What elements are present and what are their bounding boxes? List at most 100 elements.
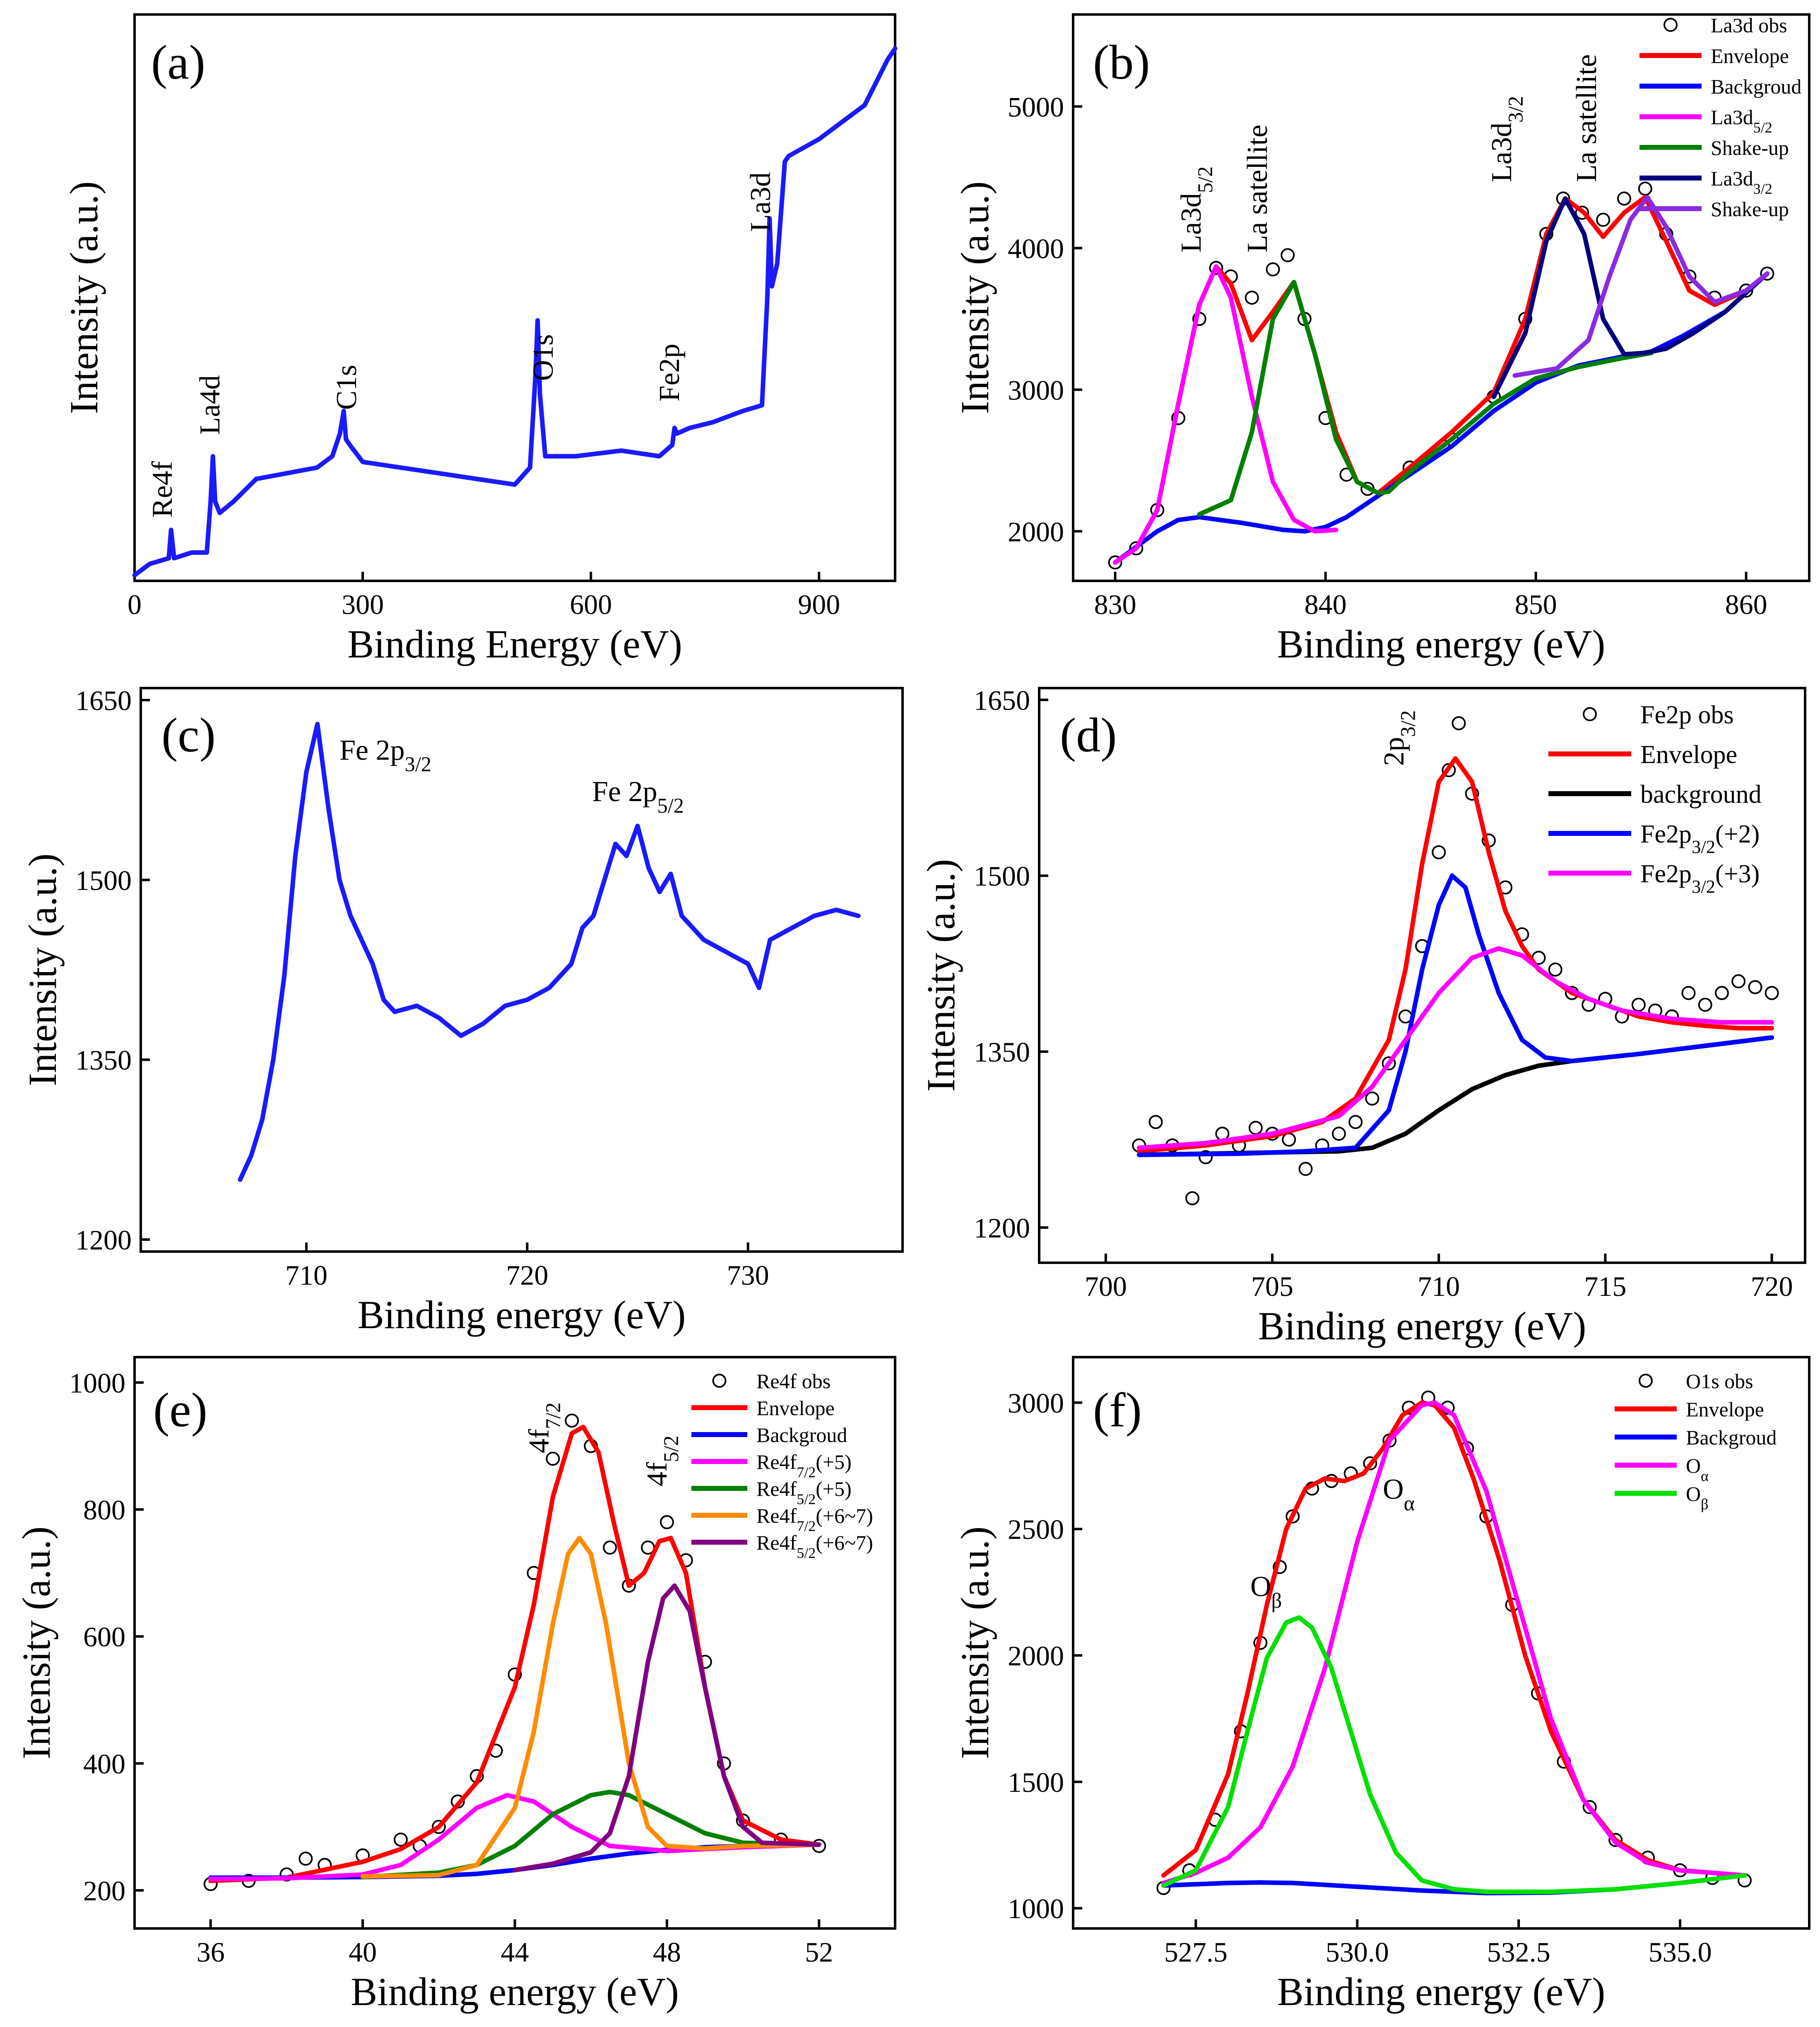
peak-annotation: Fe2p — [654, 344, 686, 402]
data-point — [1452, 716, 1466, 730]
plot-frame — [1038, 687, 1806, 1264]
panel-d: 700 705 710 715 720 1200 1350 1500 1650 Binding e… — [919, 684, 1806, 1348]
series-line — [1136, 756, 1774, 1154]
y-tick-label: 2000 — [1008, 516, 1064, 547]
x-axis-label: Binding energy (eV) — [358, 1293, 686, 1337]
y-tick-label: 5000 — [1008, 91, 1064, 123]
plot-frame — [133, 13, 896, 582]
x-tick-label: 300 — [342, 589, 384, 620]
x-tick-label: 720 — [1751, 1271, 1793, 1302]
y-axis-label: Intensity (a.u.) — [62, 181, 106, 414]
legend: Re4f obsEnvelopeBackgroudRe4f7/2(+5)Re4f… — [691, 1370, 873, 1561]
y-tick-label: 1200 — [974, 1212, 1030, 1244]
x-tick-label: 44 — [501, 1936, 529, 1968]
data-point — [1245, 291, 1259, 305]
legend-label: Re4f7/2(+6~7) — [756, 1504, 873, 1534]
panel-tag: (d) — [1060, 708, 1117, 762]
series-line — [1136, 873, 1774, 1157]
x-tick-label: 52 — [805, 1936, 833, 1968]
y-tick-label: 1350 — [974, 1036, 1030, 1068]
x-axis-label: Binding energy (eV) — [1258, 1304, 1586, 1348]
data-point — [1298, 1162, 1313, 1176]
y-tick-label: 200 — [83, 1875, 125, 1907]
data-point — [1714, 986, 1729, 1000]
y-axis-label: Intensity (a.u.) — [953, 1526, 997, 1760]
panel-e: 36 40 44 48 52 200 400 600 800 1000 Binding energy… — [14, 1356, 896, 2014]
data-point — [660, 1515, 674, 1529]
plot-frame — [1072, 13, 1810, 582]
data-point — [1548, 962, 1562, 977]
data-point — [1286, 1509, 1300, 1524]
panel-c: 710 720 730 1200 1350 1500 1650 Binding energy … — [20, 685, 904, 1337]
y-tick-label: 1650 — [75, 685, 132, 716]
legend-swatch — [712, 1374, 727, 1388]
legend-label: La3d obs — [1711, 14, 1787, 37]
legend-label: Re4f obs — [756, 1370, 831, 1393]
data-point — [1698, 997, 1712, 1012]
x-tick-label: 40 — [349, 1936, 377, 1968]
data-point — [1331, 1127, 1346, 1141]
series-line — [238, 722, 861, 1182]
data-point — [1148, 1115, 1163, 1129]
data-point — [1432, 845, 1446, 859]
legend-label: Backgroud — [1711, 75, 1801, 98]
data-point — [546, 1452, 560, 1466]
legend-swatch — [1583, 707, 1597, 721]
data-point — [1382, 1056, 1396, 1071]
series-line — [1491, 196, 1769, 399]
panel-tag: (c) — [161, 708, 216, 762]
y-tick-label: 2500 — [1008, 1514, 1064, 1545]
series-line — [1161, 1400, 1747, 1878]
peak-annotation: Re4f — [147, 461, 178, 518]
y-tick-label: 1000 — [1008, 1893, 1064, 1924]
series-line — [1197, 279, 1654, 517]
panel-tag: (e) — [153, 1383, 207, 1437]
legend: Fe2p obs Envelope background Fe2p3/2(+2)Fe2… — [1548, 701, 1762, 897]
y-tick-label: 1500 — [974, 860, 1030, 892]
peak-annotation: Fe 2p3/2 — [339, 734, 431, 776]
panel-tag: (b) — [1093, 35, 1150, 89]
panel-f: 527.5 530.0 532.5 535.0 1000 1500 2000 2500 3000… — [953, 1356, 1810, 2014]
data-point — [393, 1832, 408, 1847]
x-tick-label: 710 — [1418, 1271, 1460, 1302]
legend-label: Shake-up — [1711, 136, 1789, 159]
x-tick-label: 730 — [727, 1259, 769, 1291]
legend-label: Envelope — [1711, 44, 1789, 67]
y-tick-label: 1350 — [75, 1045, 132, 1076]
legend-swatch — [1639, 1374, 1653, 1388]
peak-annotation: La satellite — [1571, 54, 1603, 182]
series-line — [208, 1425, 821, 1883]
legend-label: background — [1640, 780, 1762, 809]
peak-annotation: 2p3/2 — [1378, 710, 1420, 766]
data-point — [1596, 212, 1611, 227]
y-tick-label: 4000 — [1008, 233, 1064, 264]
series-line — [1161, 1615, 1747, 1894]
y-axis-label: Intensity (a.u.) — [20, 853, 65, 1086]
legend: La3d obsEnvelopeBackgroudLa3d5/2Shake-up… — [1639, 14, 1801, 221]
data-point — [431, 1820, 446, 1834]
x-tick-label: 705 — [1251, 1271, 1293, 1302]
x-tick-label: 535.0 — [1649, 1936, 1712, 1968]
data-point — [1681, 986, 1696, 1000]
legend-label: Envelope — [1686, 1398, 1764, 1421]
panel-a: 0 300 600 900 Binding Energy (eV) Intensity (… — [62, 13, 898, 666]
y-tick-label: 1200 — [75, 1224, 132, 1256]
peak-annotation: La3d — [745, 172, 777, 232]
x-tick-label: 860 — [1725, 589, 1767, 620]
x-tick-label: 850 — [1515, 589, 1557, 620]
legend-swatch — [1664, 18, 1678, 32]
x-tick-label: 48 — [653, 1936, 681, 1968]
peak-annotation: C1s — [331, 365, 363, 410]
legend-label: Fe2p3/2(+3) — [1640, 860, 1760, 897]
data-point — [1575, 205, 1589, 220]
data-point — [1129, 541, 1144, 556]
data-point — [603, 1541, 617, 1555]
y-tick-label: 600 — [83, 1621, 125, 1653]
data-point — [1731, 974, 1746, 989]
peak-annotation: La satellite — [1242, 125, 1274, 253]
data-point — [1248, 1121, 1263, 1135]
peak-annotation: Fe 2p5/2 — [592, 776, 684, 817]
data-point — [1617, 191, 1631, 206]
x-axis-label: Binding energy (eV) — [351, 1969, 679, 2014]
